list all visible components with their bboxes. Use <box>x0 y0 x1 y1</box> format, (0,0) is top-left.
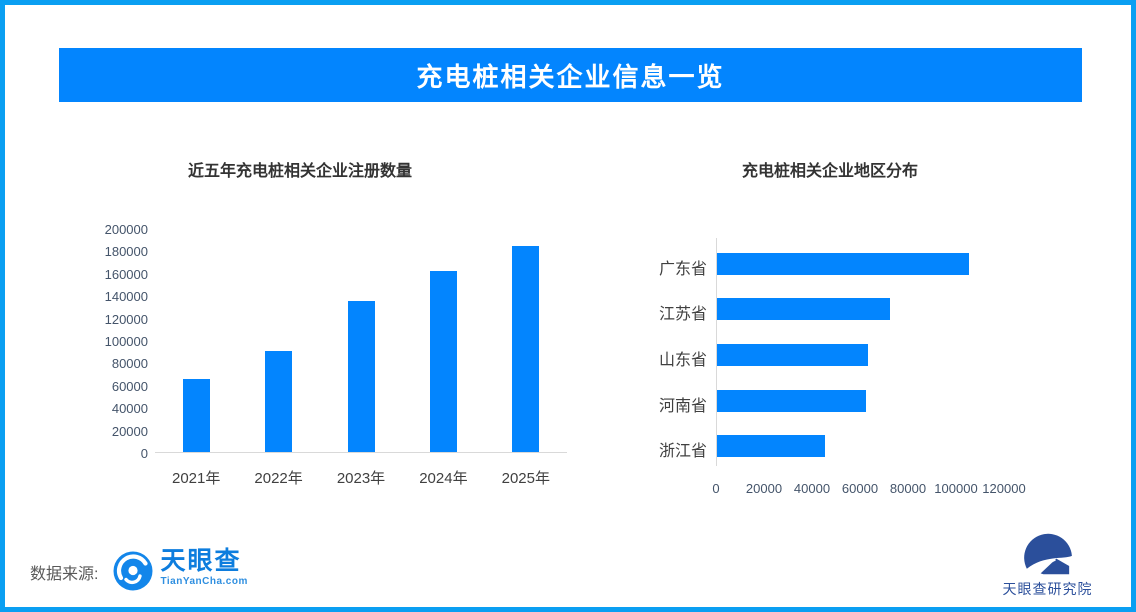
tianyancha-wordmark: 天眼查 TianYanCha.com <box>160 547 248 587</box>
category-label-山东省: 山东省 <box>658 352 707 369</box>
category-label-河南省: 河南省 <box>658 397 707 415</box>
y-axis-tick-label: 60000 <box>111 378 148 394</box>
infographic-canvas: 充电桩相关企业信息一览 近五年充电桩相关企业注册数量 充电桩相关企业地区分布 0… <box>5 5 1131 607</box>
category-label-广东省: 广东省 <box>658 260 707 278</box>
bar-河南省 <box>717 389 866 412</box>
bar-2021年 <box>182 379 210 452</box>
y-axis-tick-label: 80000 <box>111 356 148 372</box>
institute-logo-block: 天眼查研究院 <box>985 531 1110 599</box>
y-axis-tick-label: 0 <box>140 446 148 461</box>
page-title: 充电桩相关企业信息一览 <box>416 61 725 92</box>
bar-2025年 <box>512 245 540 452</box>
y-axis-tick-label: 120000 <box>104 311 148 327</box>
bar-2023年 <box>347 300 375 452</box>
tianyancha-brand-name: 天眼查 <box>160 547 242 575</box>
data-source-label: 数据来源: <box>30 566 99 583</box>
y-axis-tick-label: 180000 <box>104 244 148 260</box>
x-axis-category-label: 2021年 <box>172 470 221 487</box>
right-chart-title: 充电桩相关企业地区分布 <box>741 163 918 180</box>
y-axis-tick-label: 160000 <box>104 266 148 282</box>
institute-name: 天眼查研究院 <box>1002 581 1093 597</box>
title-banner: 充电桩相关企业信息一览 <box>59 48 1082 102</box>
category-label-浙江省: 浙江省 <box>658 443 707 461</box>
x-axis-tick-label: 0 <box>712 481 720 496</box>
x-axis-tick-label: 100000 <box>934 481 978 496</box>
bar-2022年 <box>265 351 293 452</box>
tianyancha-brand-url: TianYanCha.com <box>160 575 248 587</box>
x-axis-category-label: 2023年 <box>336 470 386 487</box>
y-axis-tick-label: 40000 <box>111 401 148 417</box>
right-chart-axis-line <box>716 238 717 466</box>
left-chart-plot-area <box>155 229 567 453</box>
bar-2024年 <box>429 270 457 452</box>
tianyancha-eye-icon <box>113 551 153 591</box>
bar-浙江省 <box>717 435 825 458</box>
category-label-江苏省: 江苏省 <box>658 306 707 324</box>
institute-swoosh-icon <box>1023 533 1072 575</box>
y-axis-tick-label: 200000 <box>104 222 148 237</box>
x-axis-tick-label: 120000 <box>982 481 1026 496</box>
x-axis-tick-label: 80000 <box>889 481 927 496</box>
x-axis-tick-label: 60000 <box>841 481 879 496</box>
y-axis-tick-label: 20000 <box>111 423 148 439</box>
bar-广东省 <box>717 252 969 275</box>
x-axis-tick-label: 40000 <box>793 481 831 496</box>
y-axis-tick-label: 140000 <box>104 289 148 305</box>
bar-江苏省 <box>717 298 890 321</box>
bar-山东省 <box>717 344 869 366</box>
x-axis-tick-label: 20000 <box>745 481 783 496</box>
x-axis-category-label: 2024年 <box>419 470 468 487</box>
left-chart-title: 近五年充电桩相关企业注册数量 <box>187 163 412 180</box>
y-axis-tick-label: 100000 <box>104 334 148 349</box>
x-axis-category-label: 2025年 <box>501 470 550 487</box>
data-source-row: 数据来源: 天眼查 TianYanCha.com <box>30 547 248 592</box>
x-axis-category-label: 2022年 <box>254 470 303 487</box>
